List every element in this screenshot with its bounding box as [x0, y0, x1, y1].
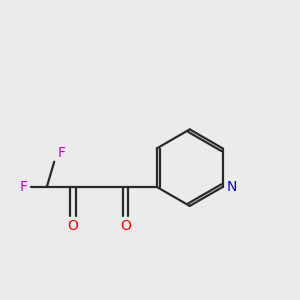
Text: N: N — [226, 180, 237, 194]
Text: F: F — [57, 146, 65, 160]
Text: O: O — [68, 219, 79, 233]
Text: O: O — [120, 219, 131, 233]
Text: F: F — [20, 180, 28, 194]
